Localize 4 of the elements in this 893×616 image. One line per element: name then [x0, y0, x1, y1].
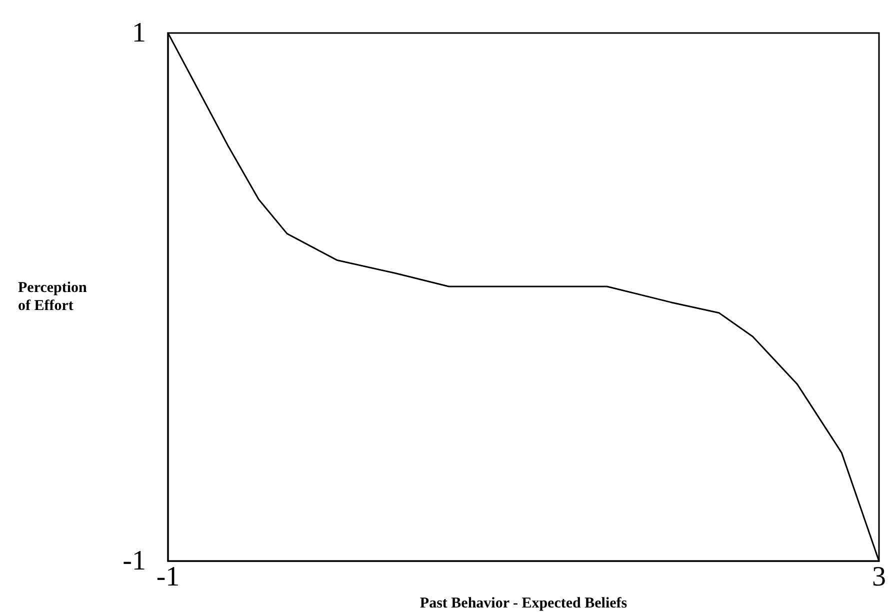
x-tick-label: 3: [872, 562, 886, 593]
y-axis-title: Perception of Effort: [18, 280, 88, 314]
x-axis-title: Past Behavior - Expected Beliefs: [420, 596, 628, 612]
y-tick-label: 1: [132, 18, 146, 48]
